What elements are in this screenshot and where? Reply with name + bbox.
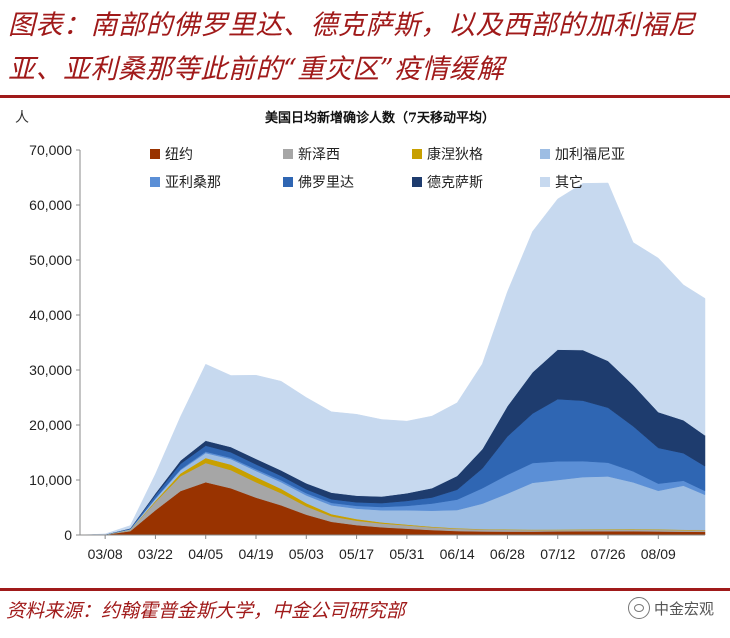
- y-tick-label: 40,000: [29, 307, 72, 323]
- legend-label: 德克萨斯: [427, 175, 483, 191]
- legend-label: 加利福尼亚: [555, 147, 625, 163]
- y-tick-label: 70,000: [29, 142, 72, 158]
- legend-label: 佛罗里达: [298, 175, 354, 191]
- watermark: 中金宏观: [627, 597, 714, 619]
- source-rule: [0, 588, 730, 591]
- legend-swatch: [540, 149, 550, 159]
- area-series-group: [79, 182, 706, 536]
- x-tick-label: 06/14: [440, 546, 475, 562]
- title-rule: [0, 95, 730, 98]
- legend-swatch: [412, 149, 422, 159]
- legend-swatch: [412, 177, 422, 187]
- legend-swatch: [150, 149, 160, 159]
- area-series-7: [79, 182, 706, 536]
- y-tick-label: 10,000: [29, 472, 72, 488]
- y-tick-label: 20,000: [29, 417, 72, 433]
- x-tick-label: 04/19: [238, 546, 273, 562]
- legend-label: 新泽西: [298, 147, 340, 163]
- y-tick-label: 30,000: [29, 362, 72, 378]
- x-tick-label: 03/22: [138, 546, 173, 562]
- y-tick-label: 0: [64, 527, 72, 543]
- legend-label: 康涅狄格: [427, 146, 483, 163]
- x-tick-label: 07/26: [590, 546, 625, 562]
- x-tick-label: 03/08: [88, 546, 123, 562]
- legend-swatch: [540, 177, 550, 187]
- stacked-area-chart: 人 美国日均新增确诊人数（7天移动平均） 0 10,000 20,000 30,000…: [15, 110, 706, 562]
- x-tick-label: 08/09: [641, 546, 676, 562]
- x-tick-label: 06/28: [490, 546, 525, 562]
- x-tick-label: 07/12: [540, 546, 575, 562]
- x-tick-label: 04/05: [188, 546, 223, 562]
- chart-title: 美国日均新增确诊人数（7天移动平均）: [265, 110, 495, 126]
- axes-group: 0 10,000 20,000 30,000 40,000 50,000 60,000 70,…: [29, 142, 705, 562]
- x-tick-label: 05/03: [289, 546, 324, 562]
- legend-swatch: [283, 149, 293, 159]
- legend-swatch: [283, 177, 293, 187]
- y-axis-unit: 人: [15, 110, 29, 126]
- source-note: 资料来源：约翰霍普金斯大学，中金公司研究部: [6, 600, 406, 622]
- y-tick-label: 60,000: [29, 197, 72, 213]
- wechat-icon: [627, 597, 650, 619]
- legend-label: 其它: [555, 174, 583, 191]
- y-tick-label: 50,000: [29, 252, 72, 268]
- x-tick-label: 05/17: [339, 546, 374, 562]
- watermark-text: 中金宏观: [653, 599, 714, 618]
- legend-label: 亚利桑那: [165, 175, 221, 191]
- legend-label: 纽约: [165, 147, 193, 163]
- x-tick-label: 05/31: [389, 546, 424, 562]
- figure-title: 图表：南部的佛罗里达、德克萨斯，以及西部的加利福尼亚、亚利桑那等此前的“重灾区”…: [8, 10, 696, 85]
- legend-swatch: [150, 177, 160, 187]
